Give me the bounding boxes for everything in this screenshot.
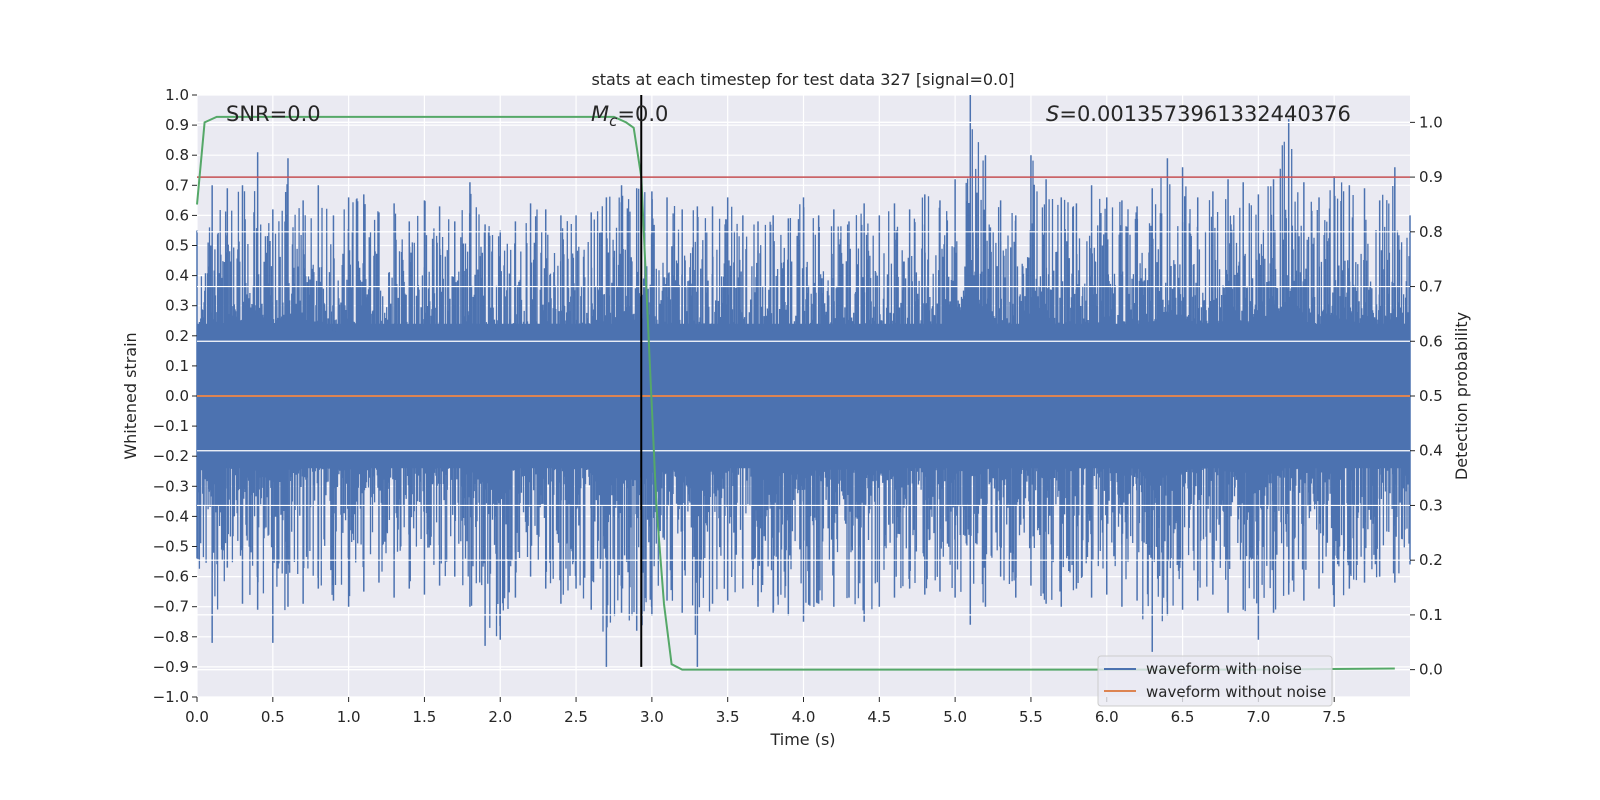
x-tick-label: 4.0 bbox=[792, 708, 816, 726]
x-axis-label: Time (s) bbox=[769, 730, 835, 749]
x-tick-label: 7.0 bbox=[1246, 708, 1270, 726]
y-tick-label-left: 1.0 bbox=[165, 86, 189, 104]
y-tick-label-right: 1.0 bbox=[1419, 113, 1443, 131]
chirp-mass-annotation: Mc=0.0 bbox=[591, 102, 668, 130]
chirp-mass-value: =0.0 bbox=[617, 102, 668, 126]
x-tick-label: 5.0 bbox=[943, 708, 967, 726]
y-tick-label-left: 0.3 bbox=[165, 297, 189, 315]
y-tick-label-right: 0.9 bbox=[1419, 168, 1443, 186]
s-statistic-annotation: S=0.0013573961332440376 bbox=[1046, 102, 1351, 126]
snr-annotation: SNR=0.0 bbox=[226, 102, 321, 126]
x-tick-label: 1.0 bbox=[337, 708, 361, 726]
x-tick-label: 3.0 bbox=[640, 708, 664, 726]
y-tick-label-left: −0.8 bbox=[153, 628, 189, 646]
y-tick-label-left: −0.6 bbox=[153, 568, 189, 586]
y-tick-label-left: −0.1 bbox=[153, 417, 189, 435]
y-tick-label-right: 0.2 bbox=[1419, 551, 1443, 569]
y-tick-label-left: −0.3 bbox=[153, 477, 189, 495]
x-tick-label: 3.5 bbox=[716, 708, 740, 726]
y-tick-label-left: 0.6 bbox=[165, 206, 189, 224]
y-tick-label-left: 0.9 bbox=[165, 116, 189, 134]
y-tick-label-left: 0.2 bbox=[165, 327, 189, 345]
chart-title: stats at each timestep for test data 327… bbox=[591, 70, 1014, 89]
y-tick-label-right: 0.7 bbox=[1419, 278, 1443, 296]
y-tick-label-left: −1.0 bbox=[153, 688, 189, 706]
legend-label-without-noise: waveform without noise bbox=[1146, 683, 1326, 701]
y-tick-label-right: 0.8 bbox=[1419, 223, 1443, 241]
x-tick-label: 2.0 bbox=[488, 708, 512, 726]
y-tick-label-right: 0.5 bbox=[1419, 387, 1443, 405]
lines-layer bbox=[196, 95, 1410, 671]
y-axis-label-left: Whitened strain bbox=[121, 332, 140, 459]
x-tick-label: 6.0 bbox=[1095, 708, 1119, 726]
y-tick-label-right: 0.4 bbox=[1419, 442, 1443, 460]
y-tick-label-left: −0.5 bbox=[153, 538, 189, 556]
legend-box bbox=[1097, 655, 1333, 707]
y-axis-label-right: Detection probability bbox=[1452, 312, 1471, 480]
x-tick-label: 1.5 bbox=[413, 708, 437, 726]
y-tick-label-right: 0.0 bbox=[1419, 661, 1443, 679]
y-tick-label-right: 0.6 bbox=[1419, 332, 1443, 350]
y-tick-label-left: −0.2 bbox=[153, 447, 189, 465]
y-tick-label-right: 0.3 bbox=[1419, 496, 1443, 514]
axis-ticks: 0.0 0.5 1.0 1.5 2.0 2.5 3.0 3.5 4.0 4.5 5.0 5.5 6.0 6… bbox=[153, 86, 1443, 726]
y-tick-label-left: 0.1 bbox=[165, 357, 189, 375]
y-tick-label-right: 0.1 bbox=[1419, 606, 1443, 624]
chirp-mass-subscript: c bbox=[609, 112, 618, 130]
y-tick-label-left: 0.5 bbox=[165, 237, 189, 255]
y-tick-label-left: −0.9 bbox=[153, 658, 189, 676]
y-tick-label-left: 0.4 bbox=[165, 267, 189, 285]
chirp-mass-symbol: M bbox=[591, 102, 609, 126]
x-tick-label: 2.5 bbox=[564, 708, 588, 726]
x-tick-label: 0.0 bbox=[185, 708, 209, 726]
y-tick-label-left: 0.7 bbox=[165, 176, 189, 194]
x-tick-label: 5.5 bbox=[1019, 708, 1043, 726]
x-tick-label: 4.5 bbox=[867, 708, 891, 726]
x-tick-label: 6.5 bbox=[1171, 708, 1195, 726]
legend: waveform with noise waveform without noi… bbox=[1097, 655, 1333, 707]
y-tick-label-left: −0.7 bbox=[153, 598, 189, 616]
x-tick-label: 0.5 bbox=[261, 708, 285, 726]
y-tick-label-left: 0.0 bbox=[165, 387, 189, 405]
y-tick-label-left: 0.8 bbox=[165, 146, 189, 164]
y-tick-label-left: −0.4 bbox=[153, 507, 189, 525]
x-tick-label: 7.5 bbox=[1322, 708, 1346, 726]
s-symbol: S bbox=[1046, 102, 1059, 126]
s-value: =0.0013573961332440376 bbox=[1059, 102, 1351, 126]
legend-label-with-noise: waveform with noise bbox=[1146, 660, 1302, 678]
